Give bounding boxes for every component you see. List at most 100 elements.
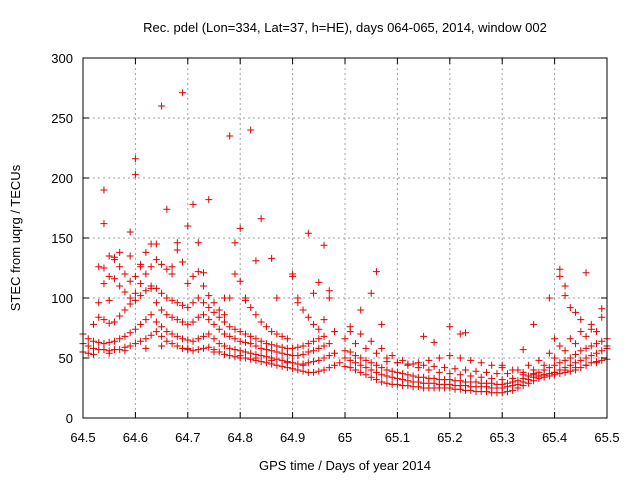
data-point: [472, 378, 480, 386]
data-point: [467, 372, 475, 380]
data-point: [252, 257, 260, 265]
data-point: [388, 352, 396, 360]
data-point: [189, 318, 197, 326]
data-point: [110, 253, 118, 261]
data-point: [524, 372, 532, 380]
data-point: [545, 349, 553, 357]
data-point: [336, 359, 344, 367]
data-point: [551, 354, 559, 362]
data-point: [220, 311, 228, 319]
data-point: [268, 254, 276, 262]
data-point: [200, 332, 208, 340]
data-point: [320, 342, 328, 350]
data-point: [100, 346, 108, 354]
data-point: [247, 355, 255, 363]
data-point: [367, 373, 375, 381]
data-point: [299, 361, 307, 369]
data-point: [110, 337, 118, 345]
data-point: [95, 338, 103, 346]
data-point: [482, 368, 490, 376]
data-point: [435, 368, 443, 376]
data-point: [241, 348, 249, 356]
data-point: [215, 340, 223, 348]
data-point: [252, 354, 260, 362]
data-point: [110, 318, 118, 326]
data-point: [215, 313, 223, 321]
data-point: [456, 371, 464, 379]
data-point: [268, 341, 276, 349]
data-point: [142, 287, 150, 295]
data-point: [383, 372, 391, 380]
data-point: [441, 364, 449, 372]
data-point: [189, 200, 197, 208]
x-tick-label: 65: [338, 430, 352, 445]
data-point: [236, 277, 244, 285]
data-point: [205, 330, 213, 338]
data-point: [241, 338, 249, 346]
x-tick-label: 64.6: [123, 430, 148, 445]
data-point: [572, 308, 580, 316]
data-point: [194, 294, 202, 302]
data-point: [572, 364, 580, 372]
data-point: [346, 328, 354, 336]
data-point: [147, 331, 155, 339]
data-point: [189, 299, 197, 307]
data-point: [273, 294, 281, 302]
data-point: [179, 89, 187, 97]
data-point: [173, 332, 181, 340]
data-point: [194, 346, 202, 354]
data-point: [105, 296, 113, 304]
data-point: [425, 366, 433, 374]
data-point: [163, 265, 171, 273]
data-point: [184, 304, 192, 312]
data-point: [430, 362, 438, 370]
data-point: [205, 343, 213, 351]
data-point: [84, 335, 92, 343]
data-point: [325, 340, 333, 348]
data-point: [273, 348, 281, 356]
data-point: [346, 356, 354, 364]
data-point: [252, 342, 260, 350]
data-point: [231, 353, 239, 361]
data-point: [357, 330, 365, 338]
data-point: [158, 332, 166, 340]
data-point: [152, 256, 160, 264]
data-point: [341, 335, 349, 343]
data-point: [231, 239, 239, 247]
data-point: [561, 366, 569, 374]
data-point: [299, 367, 307, 375]
data-point: [598, 305, 606, 313]
data-point: [236, 224, 244, 232]
data-point: [404, 360, 412, 368]
data-point: [357, 368, 365, 376]
data-point: [372, 376, 380, 384]
data-point: [414, 359, 422, 367]
data-point: [205, 292, 213, 300]
data-point: [587, 325, 595, 333]
data-point: [278, 332, 286, 340]
data-point: [551, 335, 559, 343]
y-tick-label: 0: [66, 411, 73, 426]
data-point: [593, 328, 601, 336]
data-point: [158, 289, 166, 297]
data-point: [519, 346, 527, 354]
data-point: [236, 328, 244, 336]
data-point: [446, 323, 454, 331]
data-point: [310, 347, 318, 355]
data-point: [577, 328, 585, 336]
data-point: [247, 332, 255, 340]
data-point: [226, 323, 234, 331]
data-point: [456, 330, 464, 338]
data-point: [163, 294, 171, 302]
data-point: [262, 353, 270, 361]
data-point: [556, 265, 564, 273]
data-point: [179, 258, 187, 266]
data-point: [100, 220, 108, 228]
data-point: [357, 361, 365, 369]
data-point: [173, 342, 181, 350]
data-point: [116, 335, 124, 343]
data-point: [89, 350, 97, 358]
data-point: [372, 349, 380, 357]
data-point: [168, 340, 176, 348]
data-point: [372, 361, 380, 369]
